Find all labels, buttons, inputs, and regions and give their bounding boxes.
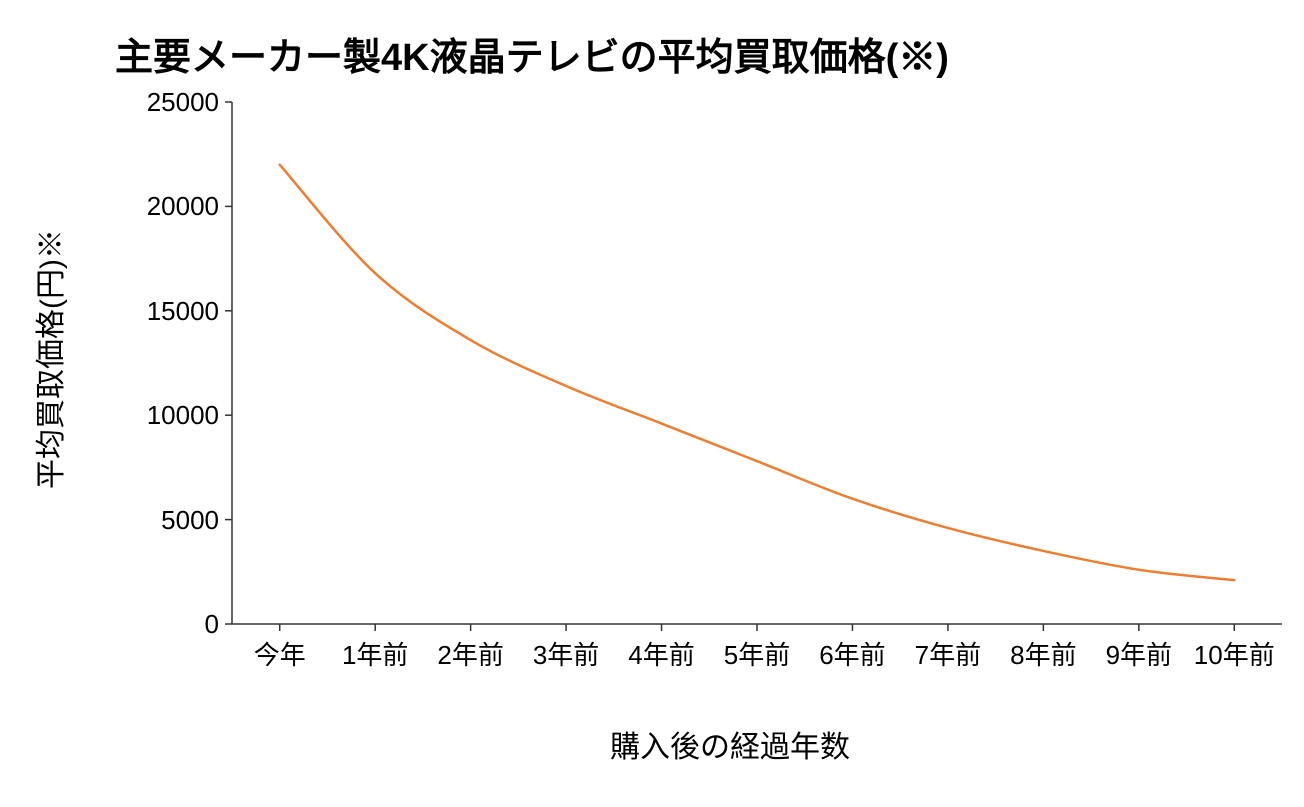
x-tick-label: 10年前 xyxy=(1179,635,1289,672)
y-tick-label: 20000 xyxy=(147,191,219,222)
y-tick-label: 25000 xyxy=(147,87,219,118)
chart-container: { "chart": { "type": "line", "title": "主… xyxy=(0,0,1304,807)
x-tick-label: 5年前 xyxy=(702,635,812,672)
x-tick-label: 今年 xyxy=(225,635,335,672)
y-tick-label: 15000 xyxy=(147,296,219,327)
y-tick-label: 10000 xyxy=(147,400,219,431)
y-tick-label: 0 xyxy=(205,609,219,640)
y-tick-label: 5000 xyxy=(161,505,219,536)
x-tick-label: 1年前 xyxy=(320,635,430,672)
series-line xyxy=(280,165,1235,581)
x-tick-label: 9年前 xyxy=(1084,635,1194,672)
x-tick-label: 3年前 xyxy=(511,635,621,672)
x-tick-label: 2年前 xyxy=(416,635,526,672)
x-tick-label: 6年前 xyxy=(797,635,907,672)
x-tick-label: 4年前 xyxy=(607,635,717,672)
x-tick-label: 8年前 xyxy=(988,635,1098,672)
x-tick-label: 7年前 xyxy=(893,635,1003,672)
